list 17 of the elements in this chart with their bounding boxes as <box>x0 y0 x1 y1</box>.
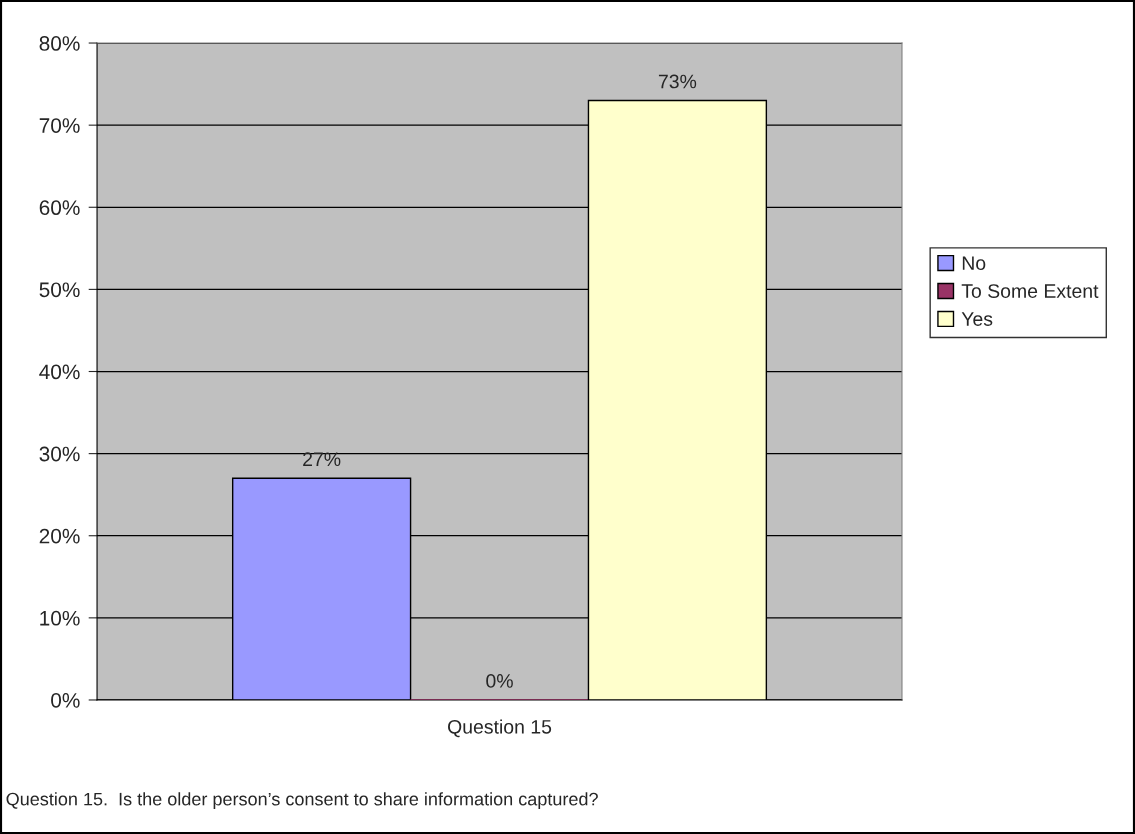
y-tick-label: 60% <box>39 200 80 216</box>
legend-label: Yes <box>961 312 993 326</box>
y-tick-label: 40% <box>39 364 80 380</box>
y-tick-label: 70% <box>39 118 80 133</box>
text: Question 15. Is the older person’s consent to share information captured? <box>6 792 598 810</box>
data-label: 27% <box>303 452 341 467</box>
y-tick-label: 80% <box>39 36 80 51</box>
legend-label: No <box>962 256 986 270</box>
y-tick-label: 20% <box>39 528 80 544</box>
y-tick-label: 0% <box>51 692 80 708</box>
data-label: 73% <box>658 74 697 89</box>
y-tick-label: 30% <box>39 446 80 462</box>
data-label: 0% <box>486 674 513 688</box>
legend-label: To Some Extent <box>961 284 1099 298</box>
x-tick-label: Question 15 <box>448 719 552 738</box>
y-tick-label: 50% <box>39 282 80 298</box>
y-tick-label: 10% <box>40 610 80 626</box>
